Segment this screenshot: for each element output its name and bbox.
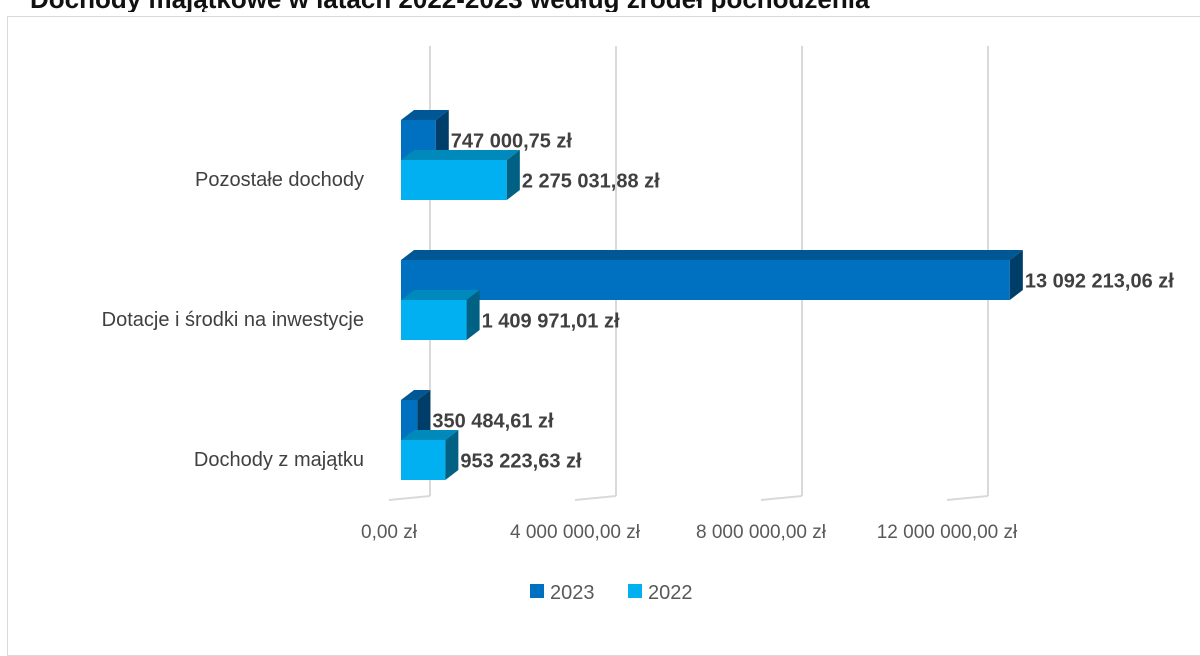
category-label: Dochody z majątku [194, 449, 364, 471]
legend-swatch [530, 584, 544, 598]
bar-top-face [401, 430, 459, 440]
data-label: 13 092 213,06 zł [1025, 270, 1174, 292]
bars [401, 110, 1023, 480]
gridline-floor [946, 495, 989, 501]
data-label: 747 000,75 zł [451, 130, 573, 152]
bar-side-face [466, 290, 480, 340]
x-tick-label: 0,00 zł [361, 522, 418, 543]
x-tick-label: 4 000 000,00 zł [510, 522, 641, 543]
category-label: Dotacje i środki na inwestycje [102, 309, 364, 331]
bar-front-face [401, 300, 467, 340]
gridline-floor [574, 495, 617, 501]
bar-front-face [401, 160, 507, 200]
chart-title: Dochody majątkowe w latach 2022-2023 wed… [30, 0, 1190, 12]
bar-side-face [435, 110, 449, 160]
gridline-floor [760, 495, 803, 501]
bar-side-face [417, 390, 431, 440]
data-label: 1 409 971,01 zł [482, 310, 620, 332]
bar-side-face [445, 430, 459, 480]
data-label: 350 484,61 zł [432, 410, 554, 432]
bar-2023 [401, 390, 431, 440]
bar-front-face [401, 400, 418, 440]
bar-top-face [401, 290, 480, 300]
category-labels: Dochody z majątku Dotacje i środki na inw… [102, 169, 364, 471]
category-label: Pozostałe dochody [195, 169, 364, 191]
gridline-floor [388, 495, 431, 501]
bar-front-face [401, 260, 1010, 300]
data-label: 953 223,63 zł [460, 450, 582, 472]
bar-top-face [401, 150, 520, 160]
x-axis-ticks: 0,00 zł 4 000 000,00 zł 8 000 000,00 zł 12 … [361, 522, 1018, 543]
bar-2022 [401, 430, 459, 480]
legend-label: 2023 [550, 582, 595, 604]
data-label: 2 275 031,88 zł [522, 170, 660, 192]
bar-2022 [401, 290, 480, 340]
bar-side-face [506, 150, 520, 200]
chart: Dochody z majątku Dotacje i środki na inw… [102, 46, 1174, 604]
legend-swatch [628, 584, 642, 598]
x-tick-label: 12 000 000,00 zł [877, 522, 1018, 543]
bar-2023 [401, 250, 1023, 300]
bar-top-face [401, 390, 431, 400]
data-labels: 350 484,61 zł 953 223,63 zł 13 092 213,06 … [432, 130, 1174, 472]
x-tick-label: 8 000 000,00 zł [696, 522, 827, 543]
bar-top-face [401, 250, 1023, 260]
bar-front-face [401, 440, 446, 480]
legend-label: 2022 [648, 582, 693, 604]
legend[interactable]: 2023 2022 [530, 582, 693, 604]
bar-side-face [1009, 250, 1023, 300]
bar-2022 [401, 150, 520, 200]
bar-top-face [401, 110, 449, 120]
